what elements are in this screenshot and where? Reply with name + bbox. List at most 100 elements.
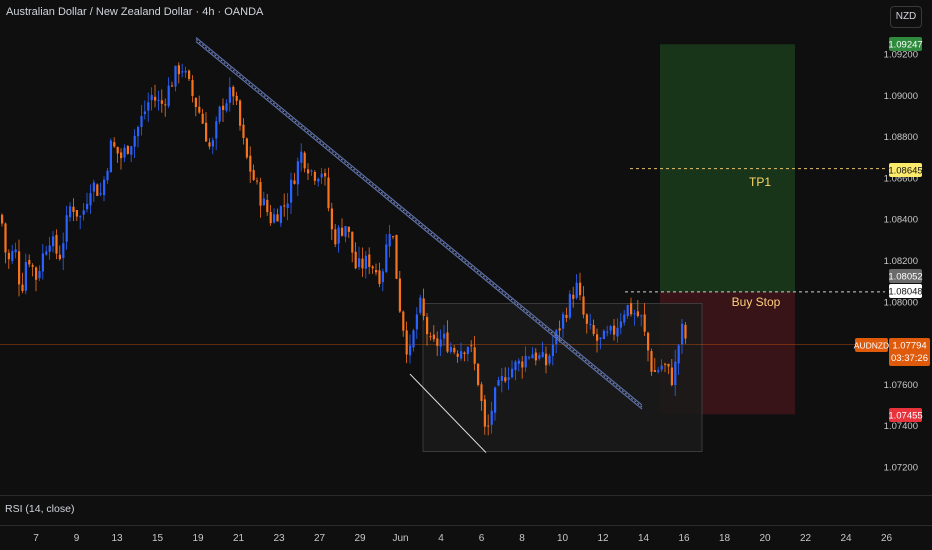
candle-body — [429, 336, 432, 338]
candle-body — [613, 325, 616, 335]
candle-body — [320, 173, 323, 178]
candle-body — [174, 65, 177, 87]
x-tick-label: 16 — [678, 533, 690, 544]
candle-body — [562, 314, 565, 329]
candle-body — [599, 337, 602, 339]
candle-body — [150, 95, 153, 101]
candle-body — [381, 271, 384, 283]
x-tick-label: 6 — [479, 533, 485, 544]
candle-body — [541, 352, 544, 357]
target-zone — [660, 44, 795, 292]
descending-trendline-lower — [195, 41, 643, 410]
y-tick-label: 1.07600 — [884, 380, 918, 391]
candle-body — [473, 347, 476, 364]
x-tick-label: 8 — [519, 533, 525, 544]
candle-body — [354, 251, 357, 269]
candle-body — [497, 380, 500, 386]
candle-body — [242, 124, 245, 138]
candle-body — [681, 323, 684, 345]
candle-body — [528, 357, 531, 359]
candle-body — [511, 368, 514, 378]
candle-body — [480, 384, 483, 401]
candle-body — [286, 203, 289, 208]
x-tick-label: 18 — [719, 533, 731, 544]
price-tag-tp1-text: 1.08645 — [888, 166, 922, 177]
candle-body — [415, 314, 418, 330]
descending-trendline — [195, 37, 643, 406]
x-tick-label: 19 — [192, 533, 204, 544]
tp1-label: TP1 — [749, 175, 771, 189]
price-axis[interactable]: 1.09200 1.09000 1.08800 1.08600 1.08400 1.082… — [884, 50, 918, 474]
candle-body — [596, 334, 599, 341]
countdown-text: 03:37:26 — [891, 353, 928, 364]
trendlines[interactable] — [195, 37, 643, 453]
candle-body — [439, 339, 442, 347]
candle-body — [684, 324, 687, 339]
candle-body — [218, 106, 221, 122]
candle-body — [69, 206, 72, 218]
candle-body — [589, 324, 592, 326]
candle-body — [361, 258, 364, 269]
candle-body — [660, 365, 663, 370]
descending-trendline-dash — [195, 39, 643, 408]
candle-body — [568, 293, 571, 318]
candle-body — [41, 253, 44, 272]
candle-body — [7, 252, 10, 260]
candle-body — [58, 254, 61, 260]
candle-body — [208, 142, 211, 147]
candle-body — [463, 352, 466, 355]
candle-body — [324, 172, 327, 177]
candle-body — [106, 170, 109, 181]
candle-body — [293, 180, 296, 184]
price-tag-current: 1.07794 03:37:26 — [889, 338, 930, 366]
candle-body — [494, 387, 497, 413]
price-tag-buy-stop: 1.08048 — [888, 284, 923, 298]
time-axis[interactable]: 7 9 13 15 19 21 23 27 29 Jun 4 6 8 10 12 14 16 18 20 22 24 26 — [33, 533, 892, 544]
candle-body — [11, 250, 14, 261]
candle-body — [215, 121, 218, 139]
candle-body — [385, 244, 388, 272]
candle-body — [647, 332, 650, 351]
candle-body — [120, 152, 123, 159]
candle-body — [626, 305, 629, 317]
y-tick-label: 1.07400 — [884, 421, 918, 432]
candle-body — [92, 182, 95, 192]
candle-body — [239, 100, 242, 126]
candle-body — [551, 344, 554, 357]
candle-body — [470, 345, 473, 347]
candle-body — [378, 270, 381, 285]
candle-body — [538, 355, 541, 359]
x-tick-label: 26 — [881, 533, 893, 544]
candle-body — [398, 278, 401, 312]
candle-body — [232, 86, 235, 97]
candle-body — [313, 171, 316, 181]
rsi-indicator-label[interactable]: RSI (14, close) — [5, 503, 75, 515]
candle-body — [477, 363, 480, 385]
x-tick-label: 29 — [354, 533, 366, 544]
candle-body — [38, 271, 41, 279]
candle-body — [31, 265, 34, 267]
candle-body — [436, 338, 439, 346]
candle-body — [657, 370, 660, 372]
currency-button[interactable]: NZD — [890, 6, 922, 28]
candle-body — [426, 317, 429, 335]
x-tick-label: 9 — [74, 533, 80, 544]
symbol-tag: AUDNZD — [854, 338, 889, 352]
candle-body — [368, 254, 371, 267]
candles — [1, 62, 687, 436]
candle-body — [521, 361, 524, 368]
candle-body — [667, 363, 670, 367]
candle-body — [402, 311, 405, 331]
candle-body — [171, 85, 174, 87]
candle-body — [252, 170, 255, 180]
y-tick-label: 1.09200 — [884, 50, 918, 61]
candle-body — [109, 140, 112, 173]
candle-body — [228, 87, 231, 103]
candle-body — [205, 122, 208, 142]
candle-body — [4, 223, 7, 253]
price-tag-gray-text: 1.08052 — [888, 272, 922, 283]
candle-body — [290, 179, 293, 203]
candle-body — [650, 351, 653, 372]
candle-body — [160, 100, 163, 104]
